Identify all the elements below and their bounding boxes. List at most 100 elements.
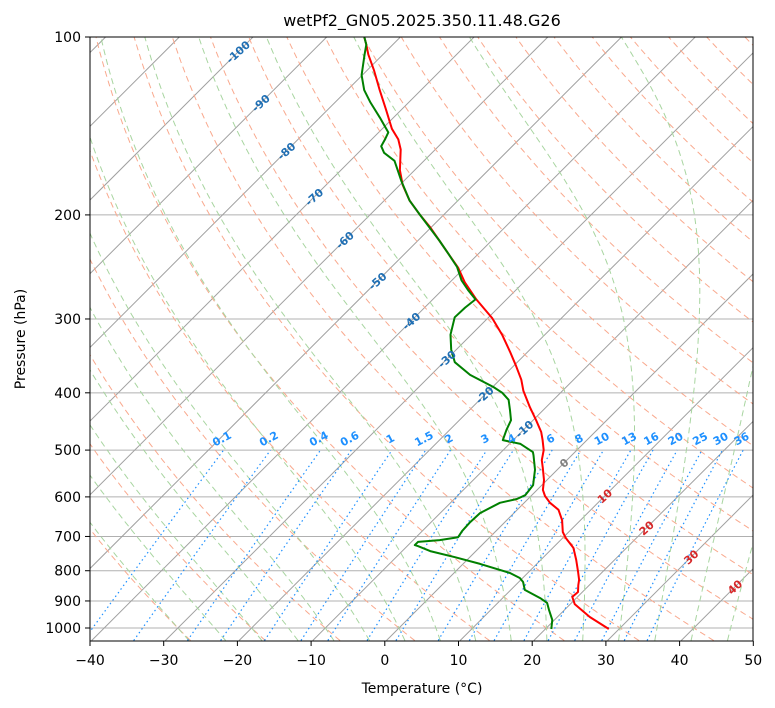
x-tick-label: −10	[296, 653, 326, 669]
mixing-ratio-line	[366, 449, 488, 641]
y-tick-label: 600	[54, 490, 81, 506]
y-tick-label: 800	[54, 564, 81, 580]
mixing-ratio-line	[646, 449, 744, 641]
x-tick-label: −20	[223, 653, 253, 669]
mixing-ratio-line	[90, 449, 225, 633]
mixing-ratio-label: 16	[642, 430, 662, 449]
x-tick-label: 40	[671, 653, 689, 669]
y-tick-label: 1000	[45, 621, 81, 637]
moist-adiabat-line	[265, 37, 548, 641]
dewpoint-line	[360, 37, 554, 630]
y-tick-label: 500	[54, 443, 81, 459]
mixing-ratio-label: 3	[479, 431, 492, 446]
axes: −40 −30 −20 −10 0 10 20 30 40 5010020030040050060…	[45, 30, 762, 669]
moist-adiabat-line	[100, 37, 441, 641]
isotherm-line	[90, 37, 549, 496]
isotherm-line	[755, 37, 775, 641]
mixing-ratio-label: 1.5	[412, 429, 435, 450]
dry-adiabat-line	[591, 37, 753, 203]
mixing-ratio-label: 13	[619, 430, 639, 449]
moist-adiabat-line	[90, 135, 406, 641]
dry-adiabat-line	[90, 149, 490, 641]
x-tick-label: −30	[149, 653, 179, 669]
mixing-ratio-label: 0.1	[210, 429, 233, 450]
moist-adiabat-line	[690, 363, 753, 641]
dry-adiabat-line	[210, 37, 753, 620]
x-axis-label: Temperature (°C)	[361, 681, 483, 697]
mixing-ratio-line	[327, 449, 452, 641]
dry-adiabat-line	[95, 37, 565, 641]
y-axis-label: Pressure (hPa)	[13, 289, 29, 389]
isotherm-line	[90, 37, 622, 570]
isotherm-line	[533, 420, 753, 641]
moist-adiabat-line	[90, 368, 299, 641]
isotherm-line	[91, 37, 696, 641]
moist-adiabat-line	[198, 37, 512, 641]
moist-adiabat-line	[353, 37, 586, 641]
isotherm-line	[90, 37, 328, 275]
isotherm-line	[90, 37, 401, 349]
dry-adiabat-line	[286, 37, 753, 532]
dry-adiabat-line	[90, 353, 341, 641]
mixing-ratio-line	[220, 449, 352, 641]
x-tick-label: 30	[597, 653, 615, 669]
isotherm-line	[607, 494, 753, 641]
isotherm-line	[90, 37, 254, 201]
moist-adiabat-line	[620, 37, 701, 641]
mixing-ratio-line	[187, 449, 321, 641]
moist-adiabat-line	[727, 541, 753, 641]
y-tick-label: 300	[54, 312, 81, 328]
moist-adiabat-line	[90, 232, 370, 641]
isotherm-line	[238, 125, 753, 641]
dry-adiabat-line	[706, 37, 753, 86]
mixing-ratio-line	[523, 449, 632, 641]
dry-adiabat-line	[515, 37, 753, 283]
dry-adiabat-line	[324, 37, 753, 489]
dry-adiabat-line	[90, 443, 266, 641]
moist-adiabat-line	[144, 37, 477, 641]
moist-adiabat-line	[90, 521, 190, 641]
mixing-ratio-line	[300, 449, 427, 641]
isotherm-line	[165, 52, 753, 641]
isotherm-line	[386, 273, 753, 641]
x-tick-label: 0	[380, 653, 389, 669]
mixing-ratio-line	[395, 449, 514, 641]
dry-adiabat-line	[90, 258, 416, 641]
isotherm-line	[90, 37, 475, 422]
mixing-ratio-label: 20	[666, 430, 686, 449]
moist-adiabat-line	[90, 306, 335, 641]
mixing-ratio-label: 10	[592, 430, 612, 449]
x-tick-label: 50	[744, 653, 762, 669]
mixing-ratio-label: 2	[442, 431, 455, 446]
profiles	[360, 37, 610, 630]
dry-adiabat-line	[171, 37, 714, 641]
y-tick-label: 400	[54, 386, 81, 402]
moist-adiabat-line	[90, 474, 226, 641]
dry-adiabat-line	[668, 37, 753, 125]
mixing-ratio-label: 0.6	[338, 429, 362, 450]
y-tick-label: 900	[54, 594, 81, 610]
dry-adiabat-line	[553, 37, 753, 243]
moist-adiabat-line	[468, 37, 635, 641]
temperature-line	[363, 37, 610, 630]
dry-adiabat-line	[477, 37, 753, 323]
mixing-ratio-label: 0.2	[257, 429, 280, 450]
mixing-ratio-line	[133, 449, 271, 641]
chart-title: wetPf2_GN05.2025.350.11.48.G26	[283, 11, 561, 31]
dry-adiabat-line	[744, 37, 753, 46]
mixing-ratio-line	[601, 449, 703, 641]
mixing-ratio-label: 1	[384, 431, 397, 446]
isotherm-label: -100	[224, 38, 253, 66]
x-tick-label: 10	[450, 653, 468, 669]
x-tick-label: −40	[75, 653, 105, 669]
background-lines	[90, 37, 775, 641]
mixing-ratio-label: 25	[690, 430, 710, 449]
mixing-ratio-label: 8	[573, 431, 586, 446]
mixing-ratio-label: 30	[711, 430, 731, 449]
y-tick-label: 200	[54, 208, 81, 224]
isotherm-line	[312, 199, 753, 641]
dry-adiabat-line	[439, 37, 753, 364]
mixing-ratio-line	[574, 449, 678, 641]
mixing-ratio-line	[264, 449, 393, 641]
